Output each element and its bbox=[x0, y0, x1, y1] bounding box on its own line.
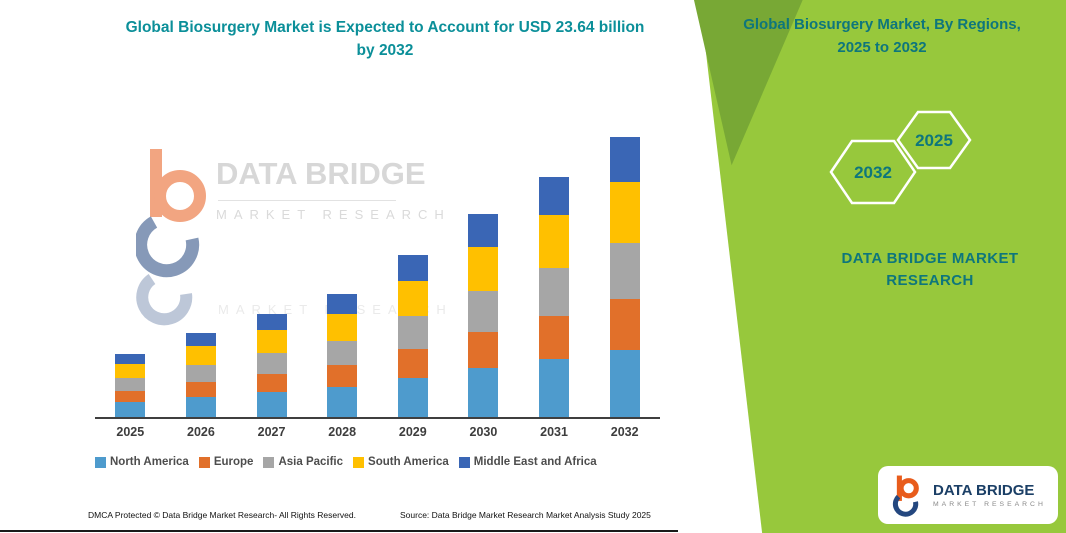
legend-item: South America bbox=[353, 456, 449, 468]
hexagon-2032-label: 2032 bbox=[854, 163, 892, 182]
bar-segment-2028 bbox=[327, 387, 358, 417]
bar-segment-2028 bbox=[327, 365, 358, 388]
bar-column-2028 bbox=[307, 293, 378, 417]
x-axis-label-2028: 2028 bbox=[328, 425, 357, 439]
legend-swatch bbox=[95, 456, 106, 468]
year-range-hexagons: 2032 2025 bbox=[823, 106, 988, 211]
bar-segment-2031 bbox=[539, 316, 570, 360]
bar-segment-2029 bbox=[397, 348, 428, 378]
hexagon-2025 bbox=[896, 110, 972, 170]
bar-segment-2028 bbox=[327, 313, 358, 341]
legend-swatch bbox=[353, 456, 365, 468]
legend-swatch bbox=[263, 456, 275, 468]
bar-segment-2031 bbox=[539, 359, 570, 417]
bar-segment-2030 bbox=[468, 368, 499, 417]
hexagon-2032 bbox=[829, 139, 917, 205]
stacked-bar-2029 bbox=[397, 254, 428, 417]
x-axis-label-2030: 2030 bbox=[469, 425, 498, 439]
bar-segment-2029 bbox=[397, 316, 428, 349]
bar-segment-2032 bbox=[609, 181, 640, 244]
bar-segment-2030 bbox=[468, 246, 499, 292]
bar-column-2032 bbox=[589, 136, 660, 417]
legend-swatch bbox=[198, 456, 210, 468]
x-axis-label-2029: 2029 bbox=[398, 425, 427, 439]
logo-box-brand: DATA BRIDGE bbox=[933, 482, 1035, 499]
right-panel-title: Global Biosurgery Market, By Regions, 20… bbox=[743, 16, 1021, 56]
bar-segment-2032 bbox=[609, 243, 640, 300]
bar-column-2027 bbox=[236, 313, 307, 417]
bar-segment-2029 bbox=[397, 378, 428, 417]
footer-source-text: Source: Data Bridge Market Research Mark… bbox=[400, 510, 651, 520]
bar-segment-2027 bbox=[256, 313, 287, 331]
bar-column-2026 bbox=[166, 332, 237, 417]
bar-column-2025 bbox=[95, 354, 166, 417]
legend-swatch bbox=[458, 456, 470, 468]
bar-segment-2026 bbox=[185, 346, 216, 365]
bar-segment-2027 bbox=[256, 330, 287, 354]
right-panel-brand-text: DATA BRIDGE MARKET RESEARCH bbox=[841, 250, 1019, 289]
stacked-bar-2031 bbox=[539, 176, 570, 417]
bottom-rule bbox=[0, 530, 678, 532]
hexagon-2025-label: 2025 bbox=[915, 131, 953, 150]
stacked-bar-2027 bbox=[256, 313, 287, 417]
bar-segment-2031 bbox=[539, 268, 570, 317]
bar-segment-2029 bbox=[397, 254, 428, 281]
legend-label: North America bbox=[110, 456, 189, 468]
bar-segment-2025 bbox=[115, 378, 146, 391]
bar-segment-2028 bbox=[327, 340, 358, 366]
footer-dmca-text: DMCA Protected © Data Bridge Market Rese… bbox=[88, 510, 356, 520]
bar-segment-2032 bbox=[609, 349, 640, 417]
bar-segment-2030 bbox=[468, 214, 499, 247]
x-axis-labels: 2025 2026 2027 2028 2029 2030 2031 2032 bbox=[95, 425, 660, 439]
bar-column-2030 bbox=[448, 214, 519, 417]
x-axis-label-2032: 2032 bbox=[610, 425, 639, 439]
bar-segment-2026 bbox=[185, 332, 216, 347]
legend-label: Middle East and Africa bbox=[473, 456, 597, 468]
x-axis-label-2026: 2026 bbox=[187, 425, 215, 439]
legend-item: North America bbox=[95, 456, 189, 468]
bar-segment-2031 bbox=[539, 176, 570, 216]
bar-column-2031 bbox=[519, 176, 590, 417]
stacked-bar-2030 bbox=[468, 214, 499, 417]
data-bridge-logo-icon bbox=[892, 475, 919, 517]
bar-segment-2030 bbox=[468, 291, 499, 332]
bar-segment-2031 bbox=[539, 215, 570, 269]
legend-label: Europe bbox=[213, 456, 254, 468]
bar-segment-2025 bbox=[115, 390, 146, 402]
legend-label: South America bbox=[368, 456, 449, 468]
bar-segment-2030 bbox=[468, 331, 499, 369]
x-axis-label-2027: 2027 bbox=[257, 425, 286, 439]
legend-label: Asia Pacific bbox=[278, 456, 344, 468]
x-axis-label-2031: 2031 bbox=[540, 425, 568, 439]
plot-area bbox=[95, 128, 660, 419]
stacked-bar-2026 bbox=[185, 332, 216, 417]
bar-segment-2025 bbox=[115, 402, 146, 417]
bar-segment-2032 bbox=[609, 299, 640, 350]
legend-item: Europe bbox=[198, 456, 254, 468]
bar-segment-2026 bbox=[185, 364, 216, 382]
bar-segment-2032 bbox=[609, 136, 640, 182]
legend: North America Europe Asia Pacific South Ame… bbox=[95, 456, 670, 468]
bar-column-2029 bbox=[378, 254, 449, 417]
stacked-bar-2025 bbox=[115, 354, 146, 417]
x-axis-label-2025: 2025 bbox=[116, 425, 145, 439]
bar-segment-2026 bbox=[185, 396, 216, 417]
bar-segment-2026 bbox=[185, 381, 216, 397]
logo-box-sub: MARKET RESEARCH bbox=[933, 501, 1046, 508]
bar-segment-2025 bbox=[115, 364, 146, 379]
bar-segment-2027 bbox=[256, 373, 287, 393]
legend-item: Middle East and Africa bbox=[458, 456, 597, 468]
bar-segment-2028 bbox=[327, 293, 358, 314]
chart-title: Global Biosurgery Market is Expected to … bbox=[125, 19, 645, 60]
bar-segment-2027 bbox=[256, 353, 287, 374]
hexagons-graphic: 2032 2025 bbox=[829, 110, 972, 205]
logo-box: DATA BRIDGE MARKET RESEARCH bbox=[878, 466, 1058, 524]
bar-segment-2025 bbox=[115, 354, 146, 365]
stacked-bar-2032 bbox=[609, 136, 640, 417]
stacked-bar-2028 bbox=[327, 293, 358, 417]
legend-item: Asia Pacific bbox=[263, 456, 343, 468]
bar-segment-2029 bbox=[397, 280, 428, 317]
bar-segment-2027 bbox=[256, 392, 287, 417]
